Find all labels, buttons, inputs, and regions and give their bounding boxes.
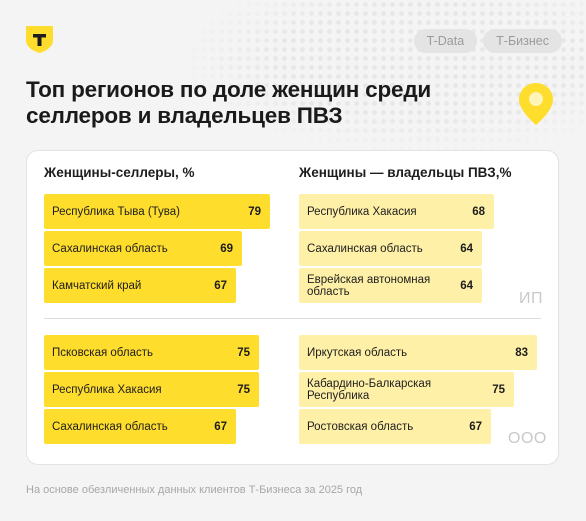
bar: Республика Тыва (Тува) 79 bbox=[44, 194, 270, 229]
bar-label: Кабардино-Балкарская Республика bbox=[307, 377, 432, 402]
bar-value-label: 69 bbox=[220, 242, 233, 255]
bar: Кабардино-Балкарская Республика 75 bbox=[299, 372, 514, 407]
bar-value-label: 64 bbox=[460, 242, 473, 255]
bar-label: Республика Тыва (Тува) bbox=[52, 205, 181, 218]
bar: Сахалинская область 69 bbox=[44, 231, 242, 266]
footnote: На основе обезличенных данных клиентов Т… bbox=[26, 484, 363, 496]
bar: Камчатский край 67 bbox=[44, 268, 236, 303]
bar: Иркутская область 83 bbox=[299, 335, 537, 370]
bar-value-label: 79 bbox=[248, 205, 261, 218]
bar: Республика Хакасия 75 bbox=[44, 372, 259, 407]
bar: Ростовская область 67 bbox=[299, 409, 491, 444]
bar-value-label: 75 bbox=[237, 383, 250, 396]
bar-label: Республика Хакасия bbox=[307, 205, 417, 218]
bar-label: Иркутская область bbox=[307, 346, 408, 359]
column-title-pvz-owners: Женщины — владельцы ПВЗ,% bbox=[299, 165, 512, 180]
bar-label: Сахалинская область bbox=[52, 242, 168, 255]
bar-label: Еврейская автономная область bbox=[307, 273, 431, 298]
tag-t-data: T-Data bbox=[413, 29, 478, 53]
page-title: Топ регионов по доле женщин среди селлер… bbox=[26, 77, 432, 128]
bar-label: Камчатский край bbox=[52, 279, 142, 292]
bar-value-label: 67 bbox=[214, 420, 227, 433]
tag-list: T-Data Т-Бизнес bbox=[413, 29, 562, 53]
bar-label: Ростовская область bbox=[307, 420, 414, 433]
tag-t-business: Т-Бизнес bbox=[483, 29, 562, 53]
bar: Еврейская автономная область 64 bbox=[299, 268, 482, 303]
bar: Псковская область 75 bbox=[44, 335, 259, 370]
bar: Сахалинская область 64 bbox=[299, 231, 482, 266]
t-bank-shield-icon bbox=[26, 26, 53, 53]
bar-label: Республика Хакасия bbox=[52, 383, 162, 396]
map-pin-icon bbox=[518, 82, 554, 126]
bar-label: Псковская область bbox=[52, 346, 153, 359]
bar-value-label: 67 bbox=[469, 420, 482, 433]
background-map-pattern bbox=[190, 0, 586, 150]
bar-value-label: 64 bbox=[460, 279, 473, 292]
bar-value-label: 68 bbox=[472, 205, 485, 218]
bar-label: Сахалинская область bbox=[307, 242, 423, 255]
group-label-ooo: ООО bbox=[508, 430, 547, 447]
bar-value-label: 75 bbox=[237, 346, 250, 359]
bar-value-label: 83 bbox=[515, 346, 528, 359]
group-label-ip: ИП bbox=[519, 290, 543, 307]
bar-value-label: 67 bbox=[214, 279, 227, 292]
column-title-sellers: Женщины-селлеры, % bbox=[44, 165, 195, 180]
bar: Республика Хакасия 68 bbox=[299, 194, 494, 229]
bar-value-label: 75 bbox=[492, 383, 505, 396]
bar-label: Сахалинская область bbox=[52, 420, 168, 433]
section-divider bbox=[44, 318, 541, 319]
bar: Сахалинская область 67 bbox=[44, 409, 236, 444]
